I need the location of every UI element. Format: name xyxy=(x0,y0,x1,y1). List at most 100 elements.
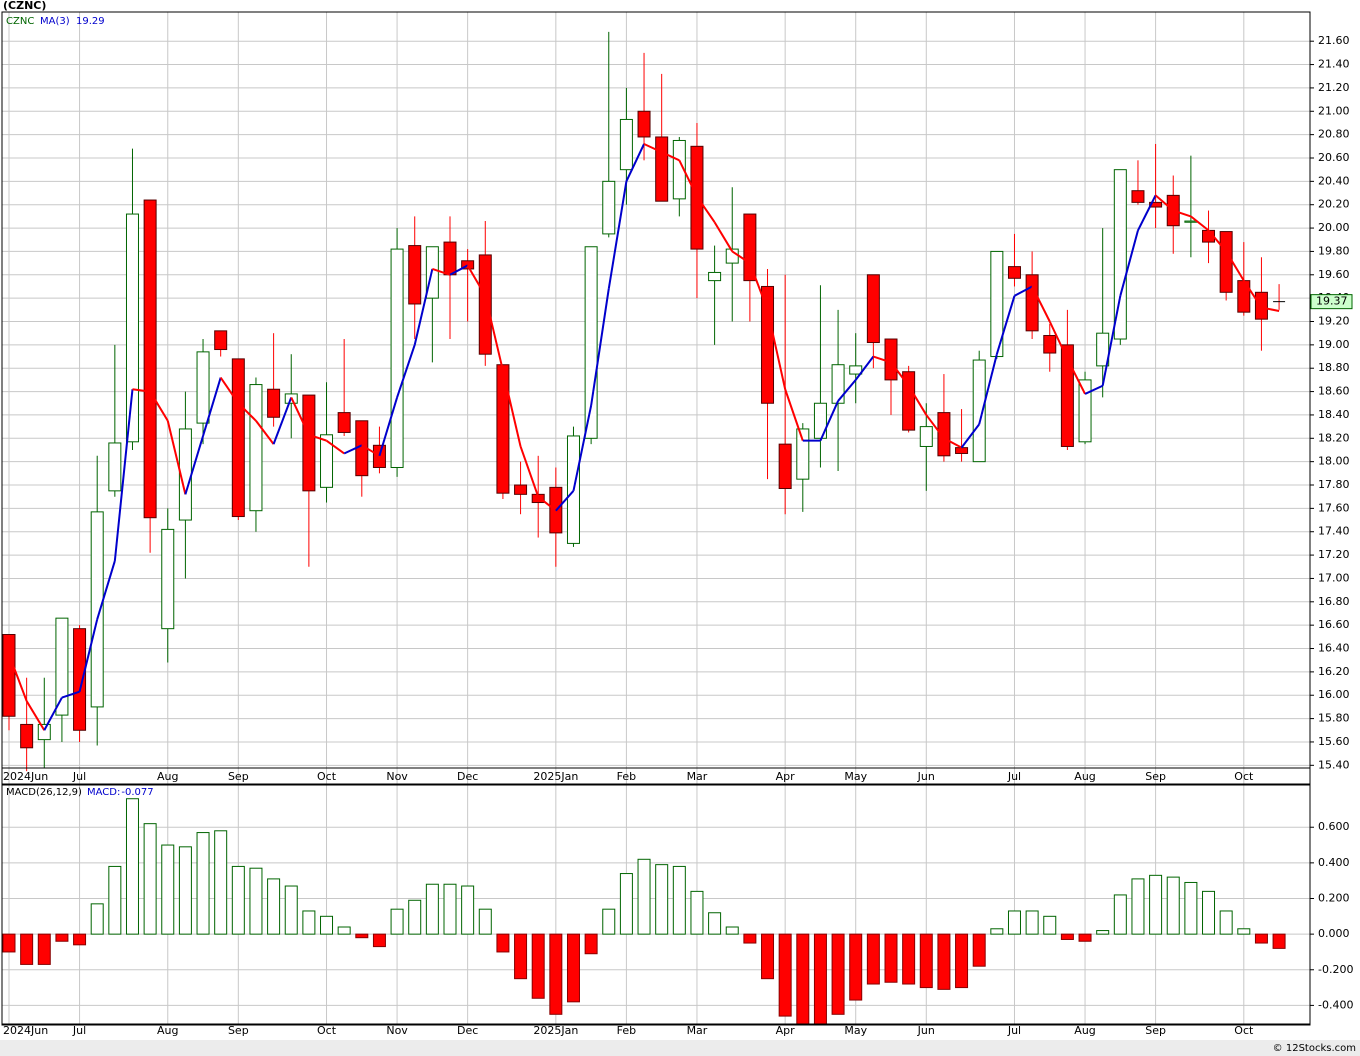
macd-bar xyxy=(390,908,404,935)
macd-bar xyxy=(619,873,633,935)
ma-segment xyxy=(748,262,769,311)
candle-body xyxy=(602,180,616,235)
ma-segment xyxy=(819,400,839,442)
ma-segment xyxy=(1084,384,1104,395)
macd-bar xyxy=(372,933,386,948)
candle-body xyxy=(443,241,457,276)
macd-bar xyxy=(813,933,827,1025)
x-tick-label: 2024Jun xyxy=(3,1024,48,1037)
ma-segment xyxy=(272,397,293,445)
macd-bar xyxy=(602,908,616,935)
x-tick-label: Feb xyxy=(617,770,636,783)
candle-body xyxy=(761,285,775,404)
y-tick-label: 18.60 xyxy=(1318,385,1350,398)
macd-bar xyxy=(637,858,651,935)
x-tick-label: Jul xyxy=(1007,770,1021,783)
candle-body xyxy=(1219,231,1233,293)
candle-body xyxy=(125,213,139,443)
ma-segment xyxy=(1154,194,1174,212)
macd-bar xyxy=(196,832,210,935)
macd-value: -0.077 xyxy=(121,787,153,798)
x-tick-label: Apr xyxy=(776,1024,796,1037)
candle-body xyxy=(1096,332,1110,367)
y-tick-label: 0.600 xyxy=(1318,820,1350,833)
macd-bar xyxy=(1096,930,1110,935)
ma-segment xyxy=(731,250,751,264)
candle-body xyxy=(196,351,210,424)
candle-body xyxy=(1184,220,1198,223)
candle-body xyxy=(108,442,122,492)
candle-body xyxy=(90,511,104,708)
y-tick-label: 16.80 xyxy=(1318,595,1350,608)
y-tick-label: 17.00 xyxy=(1318,571,1350,584)
ma-segment xyxy=(8,654,28,702)
macd-bar xyxy=(408,899,422,935)
ma-segment xyxy=(202,377,222,437)
macd-bar xyxy=(1060,933,1074,940)
macd-bar xyxy=(320,915,334,935)
y-tick-label: 19.60 xyxy=(1318,268,1350,281)
x-tick-label: Jul xyxy=(72,770,86,783)
candle-body xyxy=(937,412,951,457)
ma-segment xyxy=(978,353,998,425)
macd-legend: MACD(26,12,9) xyxy=(6,787,82,798)
macd-bar xyxy=(143,823,157,935)
candle-body xyxy=(655,136,669,202)
macd-bar xyxy=(337,926,351,935)
ma-segment xyxy=(1207,229,1227,253)
ma-segment xyxy=(132,388,151,393)
ma-segment xyxy=(484,295,504,371)
ma-segment xyxy=(1242,280,1263,309)
x-tick-label: Mar xyxy=(687,1024,708,1037)
macd-bar xyxy=(1043,915,1057,935)
y-tick-label: 20.60 xyxy=(1318,151,1350,164)
ma-segment xyxy=(466,264,487,297)
macd-bar xyxy=(672,865,686,935)
y-tick-label: 18.00 xyxy=(1318,455,1350,468)
x-tick-label: May xyxy=(844,770,867,783)
ma-segment xyxy=(325,439,345,455)
x-tick-label: Jun xyxy=(917,770,935,783)
macd-plot xyxy=(2,785,1310,1025)
ma-segment xyxy=(1066,358,1086,395)
y-tick-label: 20.80 xyxy=(1318,128,1350,141)
ma-segment xyxy=(501,370,522,447)
ma-segment xyxy=(1137,194,1157,231)
macd-bar xyxy=(778,933,792,1017)
macd-bar xyxy=(55,933,69,942)
candle-body xyxy=(1131,190,1145,203)
ma-segment xyxy=(396,344,416,398)
macd-bar xyxy=(178,846,192,935)
ma-segment xyxy=(184,435,204,495)
y-tick-label: 17.80 xyxy=(1318,478,1350,491)
symbol-legend: CZNC xyxy=(6,16,34,27)
macd-bar xyxy=(461,885,475,935)
macd-bar xyxy=(1113,894,1127,935)
macd-bar xyxy=(690,890,704,935)
ma-legend: MA(3) xyxy=(40,16,70,27)
macd-bar xyxy=(831,933,845,1015)
candle-body xyxy=(20,723,34,749)
candle-body xyxy=(249,384,263,512)
ma-segment xyxy=(166,420,187,495)
ma-segment xyxy=(590,288,610,406)
macd-bar xyxy=(514,933,528,980)
ma-segment xyxy=(25,700,46,731)
x-tick-label: Aug xyxy=(1074,770,1095,783)
ma-segment xyxy=(1048,321,1069,360)
macd-bar xyxy=(866,933,880,985)
x-tick-label: Mar xyxy=(687,770,708,783)
macd-bar xyxy=(1025,910,1039,935)
macd-bar xyxy=(443,883,457,935)
macd-bar xyxy=(1254,933,1268,944)
macd-bar xyxy=(902,933,916,985)
macd-bar xyxy=(743,933,757,944)
candle-body xyxy=(1113,169,1127,340)
macd-bar xyxy=(496,933,510,953)
ma-segment xyxy=(149,391,169,422)
macd-bar xyxy=(20,933,34,965)
ma-segment xyxy=(696,195,716,223)
y-tick-label: 20.00 xyxy=(1318,221,1350,234)
ma-segment xyxy=(625,143,645,182)
